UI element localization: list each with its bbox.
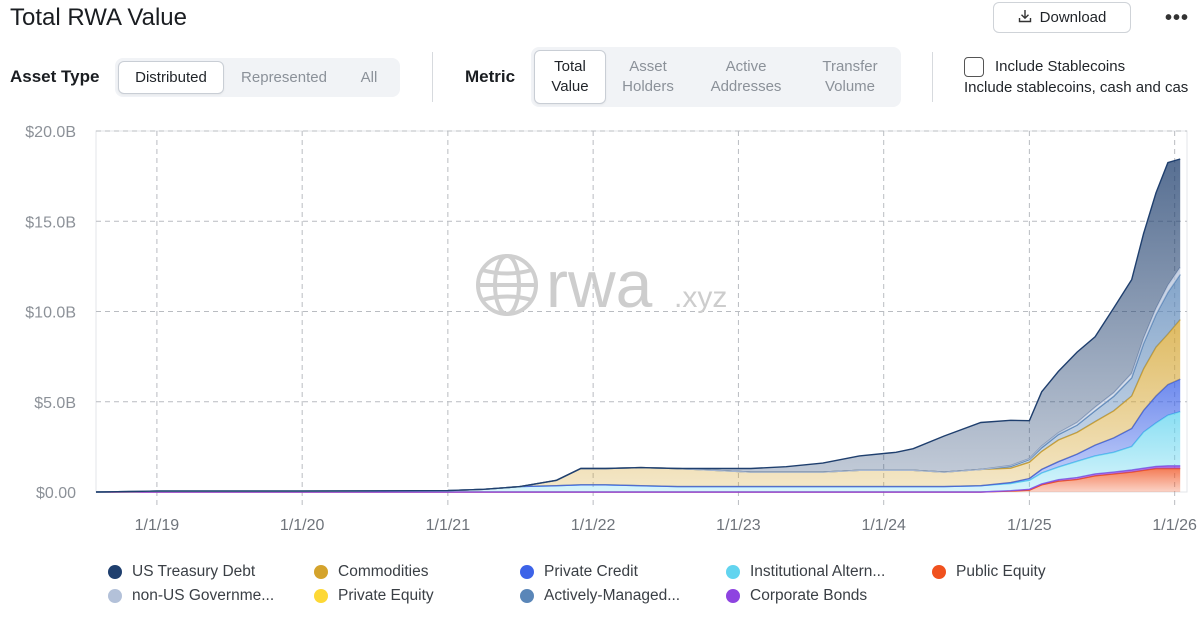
rwa-value-chart: rwa .xyz $0.00 $5.0B $10.0B $15.0B $20.0B 1/1…	[25, 124, 1197, 534]
download-label: Download	[1039, 9, 1107, 26]
legend-swatch	[520, 589, 534, 603]
legend-swatch	[726, 589, 740, 603]
metric-option-line: Active	[725, 58, 767, 75]
watermark-suffix: .xyz	[674, 281, 727, 314]
area-us-treasury-debt	[96, 159, 1181, 492]
metric-option-line: Addresses	[710, 78, 782, 95]
legend-swatch	[314, 565, 328, 579]
legend-label: non-US Governme...	[132, 587, 275, 604]
legend-swatch	[314, 589, 328, 603]
legend-label: Corporate Bonds	[750, 587, 868, 604]
x-tick-label: 1/1/26	[1152, 517, 1197, 534]
area-public-equity	[96, 468, 1181, 492]
watermark-text: rwa	[546, 247, 653, 321]
y-tick-label: $5.0B	[34, 395, 76, 412]
x-tick-label: 1/1/21	[426, 517, 471, 534]
more-options-icon[interactable]: •••	[1164, 6, 1189, 29]
x-tick-label: 1/1/23	[716, 517, 761, 534]
metric-option-line: Total	[554, 58, 586, 75]
x-tick-label: 1/1/22	[571, 517, 616, 534]
metric-option-line: Holders	[622, 78, 674, 95]
globe-icon	[476, 254, 538, 316]
legend-label: Institutional Altern...	[750, 563, 886, 580]
legend-item[interactable]: Private Equity	[314, 587, 434, 605]
asset-type-option-represented[interactable]: Represented	[241, 68, 327, 86]
legend-item[interactable]: US Treasury Debt	[108, 563, 255, 581]
watermark: rwa .xyz	[476, 247, 727, 321]
y-tick-label: $20.0B	[25, 124, 76, 141]
legend-swatch	[520, 565, 534, 579]
asset-type-option-distributed[interactable]: Distributed	[118, 61, 224, 94]
divider	[432, 52, 433, 102]
legend-label: US Treasury Debt	[132, 563, 256, 580]
legend-swatch	[108, 565, 122, 579]
legend-label: Commodities	[338, 563, 429, 580]
legend-item[interactable]: Commodities	[314, 563, 428, 581]
include-stablecoins-checkbox[interactable]	[964, 57, 984, 77]
metric-option-line: Transfer	[822, 58, 878, 75]
legend-item[interactable]: Private Credit	[520, 563, 638, 581]
legend-item[interactable]: non-US Governme...	[108, 587, 274, 605]
divider	[932, 52, 933, 102]
legend-label: Public Equity	[956, 563, 1046, 580]
metric-label: Metric	[465, 67, 516, 86]
page-title: Total RWA Value	[10, 4, 187, 31]
legend-item[interactable]: Corporate Bonds	[726, 587, 867, 605]
download-icon	[1018, 9, 1032, 27]
legend-item[interactable]: Institutional Altern...	[726, 563, 885, 581]
metric-option-line: Asset	[629, 58, 667, 75]
metric-option-transfer-volume[interactable]: Transfer Volume	[802, 50, 898, 104]
include-stablecoins-label[interactable]: Include Stablecoins	[995, 58, 1126, 75]
legend-item[interactable]: Public Equity	[932, 563, 1046, 581]
x-tick-label: 1/1/25	[1007, 517, 1052, 534]
asset-type-selector: Distributed Represented All	[115, 58, 400, 97]
include-stablecoins-description: Include stablecoins, cash and cas	[964, 79, 1189, 96]
metric-option-active-addresses[interactable]: Active Addresses	[690, 50, 802, 104]
download-button[interactable]: Download	[993, 2, 1131, 33]
asset-type-option-all[interactable]: All	[360, 68, 378, 86]
x-tick-label: 1/1/20	[280, 517, 325, 534]
legend-label: Private Credit	[544, 563, 638, 580]
legend-swatch	[726, 565, 740, 579]
line-commodities	[95, 319, 1181, 493]
y-tick-label: $15.0B	[25, 214, 76, 231]
x-tick-label: 1/1/19	[135, 517, 180, 534]
metric-option-line: Value	[551, 78, 589, 95]
asset-type-label: Asset Type	[10, 67, 100, 86]
legend-swatch	[108, 589, 122, 603]
legend-item[interactable]: Actively-Managed...	[520, 587, 680, 605]
legend-swatch	[932, 565, 946, 579]
legend-label: Actively-Managed...	[544, 587, 681, 604]
line-us-treasury-debt	[95, 158, 1181, 493]
y-tick-label: $10.0B	[25, 305, 76, 322]
x-tick-label: 1/1/24	[861, 517, 906, 534]
y-tick-label: $0.00	[36, 485, 76, 502]
metric-option-asset-holders[interactable]: Asset Holders	[606, 50, 690, 104]
metric-selector: Total Value Asset Holders Active Addresses …	[531, 47, 901, 107]
metric-option-line: Volume	[824, 78, 876, 95]
legend-label: Private Equity	[338, 587, 434, 604]
metric-option-total-value[interactable]: Total Value	[534, 50, 606, 104]
